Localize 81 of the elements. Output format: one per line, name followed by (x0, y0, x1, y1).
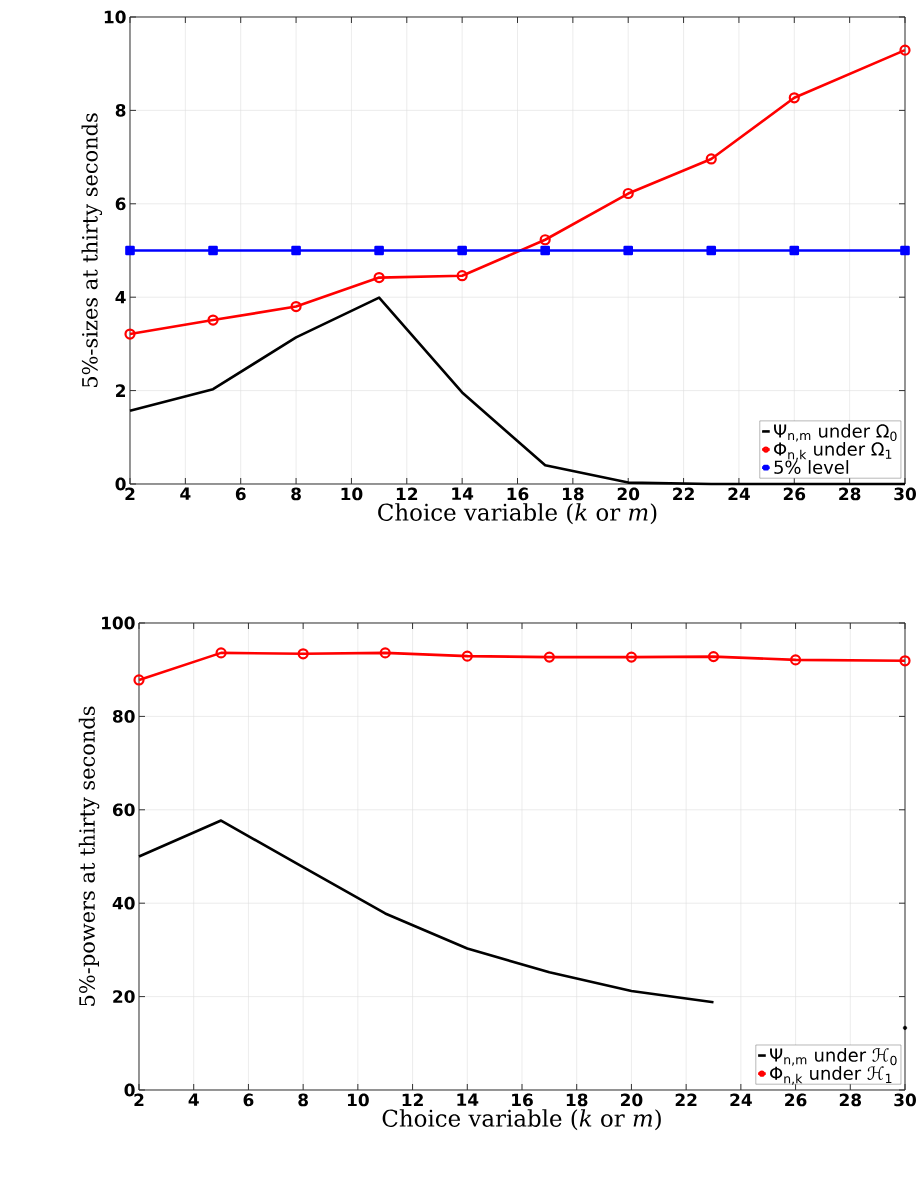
x-tick-label: 4 (180, 487, 191, 500)
point (539, 234, 551, 246)
x-tick-label: 14 (452, 487, 474, 500)
x-tick-label: 26 (785, 1093, 807, 1107)
point (705, 153, 717, 165)
y-tick-label: 40 (112, 896, 135, 910)
y-tick-label: 6 (115, 197, 126, 211)
legend-label: Ψ$_{n,m}$ under Ω$_{0}$ (773, 423, 897, 442)
x-tick-label: 6 (235, 487, 246, 501)
point (788, 92, 800, 104)
x-tick-label: 20 (620, 1093, 643, 1107)
point (789, 245, 800, 256)
point (125, 245, 135, 256)
point (461, 650, 473, 662)
legend-label: Φ$_{n,k}$ under Ω$_{1}$ (773, 441, 892, 461)
x-tick-label: 12 (396, 487, 418, 501)
x-tick-label: 20 (617, 487, 640, 501)
x-tick-label: 2 (134, 1093, 144, 1107)
x-tick-label: 16 (507, 487, 529, 501)
point (902, 1025, 907, 1030)
x-tick-label: 24 (730, 1093, 752, 1107)
x-axis-title: Choice variable (k or m) (378, 503, 657, 525)
point (540, 245, 550, 256)
x-tick-label: 30 (894, 487, 916, 501)
x-tick-label: 16 (512, 1093, 533, 1107)
legend-label: Ψ$_{n,m}$ under ℋ$_{0}$ (770, 1047, 897, 1066)
point (899, 655, 911, 667)
x-tick-label: 18 (566, 1093, 588, 1107)
x-tick-label: 10 (347, 1093, 369, 1107)
x-tick-label: 6 (243, 1093, 254, 1107)
point (374, 245, 384, 256)
point (706, 245, 717, 256)
x-axis-title: Choice variable (k or m) (382, 1109, 661, 1131)
point (133, 674, 145, 686)
point (208, 245, 218, 256)
x-tick-label: 10 (341, 487, 363, 501)
y-tick-label: 4 (115, 291, 126, 304)
point (290, 300, 302, 313)
point (215, 647, 227, 659)
y-tick-label: 2 (115, 384, 125, 397)
y-tick-label: 80 (112, 709, 135, 723)
x-tick-label: 24 (728, 487, 750, 501)
y-tick-label: 10 (104, 10, 126, 24)
point (297, 648, 309, 660)
y-tick-label: 20 (113, 990, 135, 1003)
point (457, 245, 467, 256)
point (623, 245, 633, 256)
x-tick-label: 8 (291, 487, 301, 501)
point (543, 651, 555, 663)
legend-label: 5% level (774, 460, 849, 474)
x-tick-label: 4 (188, 1093, 199, 1106)
y-tick-label: 60 (112, 803, 135, 817)
x-tick-label: 28 (839, 1093, 861, 1107)
point (373, 271, 385, 284)
y-axis-title: 5%-sizes at thirty seconds (81, 113, 103, 387)
y-tick-label: 0 (115, 477, 126, 491)
y-tick-label: 0 (124, 1083, 135, 1097)
x-tick-label: 22 (675, 1093, 697, 1107)
x-tick-label: 30 (894, 1093, 916, 1107)
x-tick-label: 26 (783, 487, 806, 501)
point (456, 270, 468, 282)
x-tick-label: 28 (839, 487, 861, 501)
legend-label: Φ$_{n,k}$ under ℋ$_{1}$ (770, 1066, 892, 1085)
point (291, 245, 301, 256)
point (900, 245, 910, 256)
y-axis-title: 5%-powers at thirty seconds (78, 706, 100, 1006)
x-tick-label: 18 (562, 487, 584, 501)
x-tick-label: 12 (402, 1093, 423, 1107)
point (625, 651, 637, 663)
point (379, 647, 391, 659)
x-tick-label: 8 (298, 1093, 308, 1107)
y-tick-label: 100 (101, 616, 135, 630)
x-tick-label: 22 (673, 487, 694, 501)
point (789, 654, 802, 666)
point (707, 651, 720, 663)
point (899, 44, 911, 56)
point (207, 314, 219, 326)
x-tick-label: 14 (457, 1093, 479, 1106)
point (622, 187, 634, 200)
point (124, 328, 136, 340)
y-tick-label: 8 (115, 103, 126, 117)
